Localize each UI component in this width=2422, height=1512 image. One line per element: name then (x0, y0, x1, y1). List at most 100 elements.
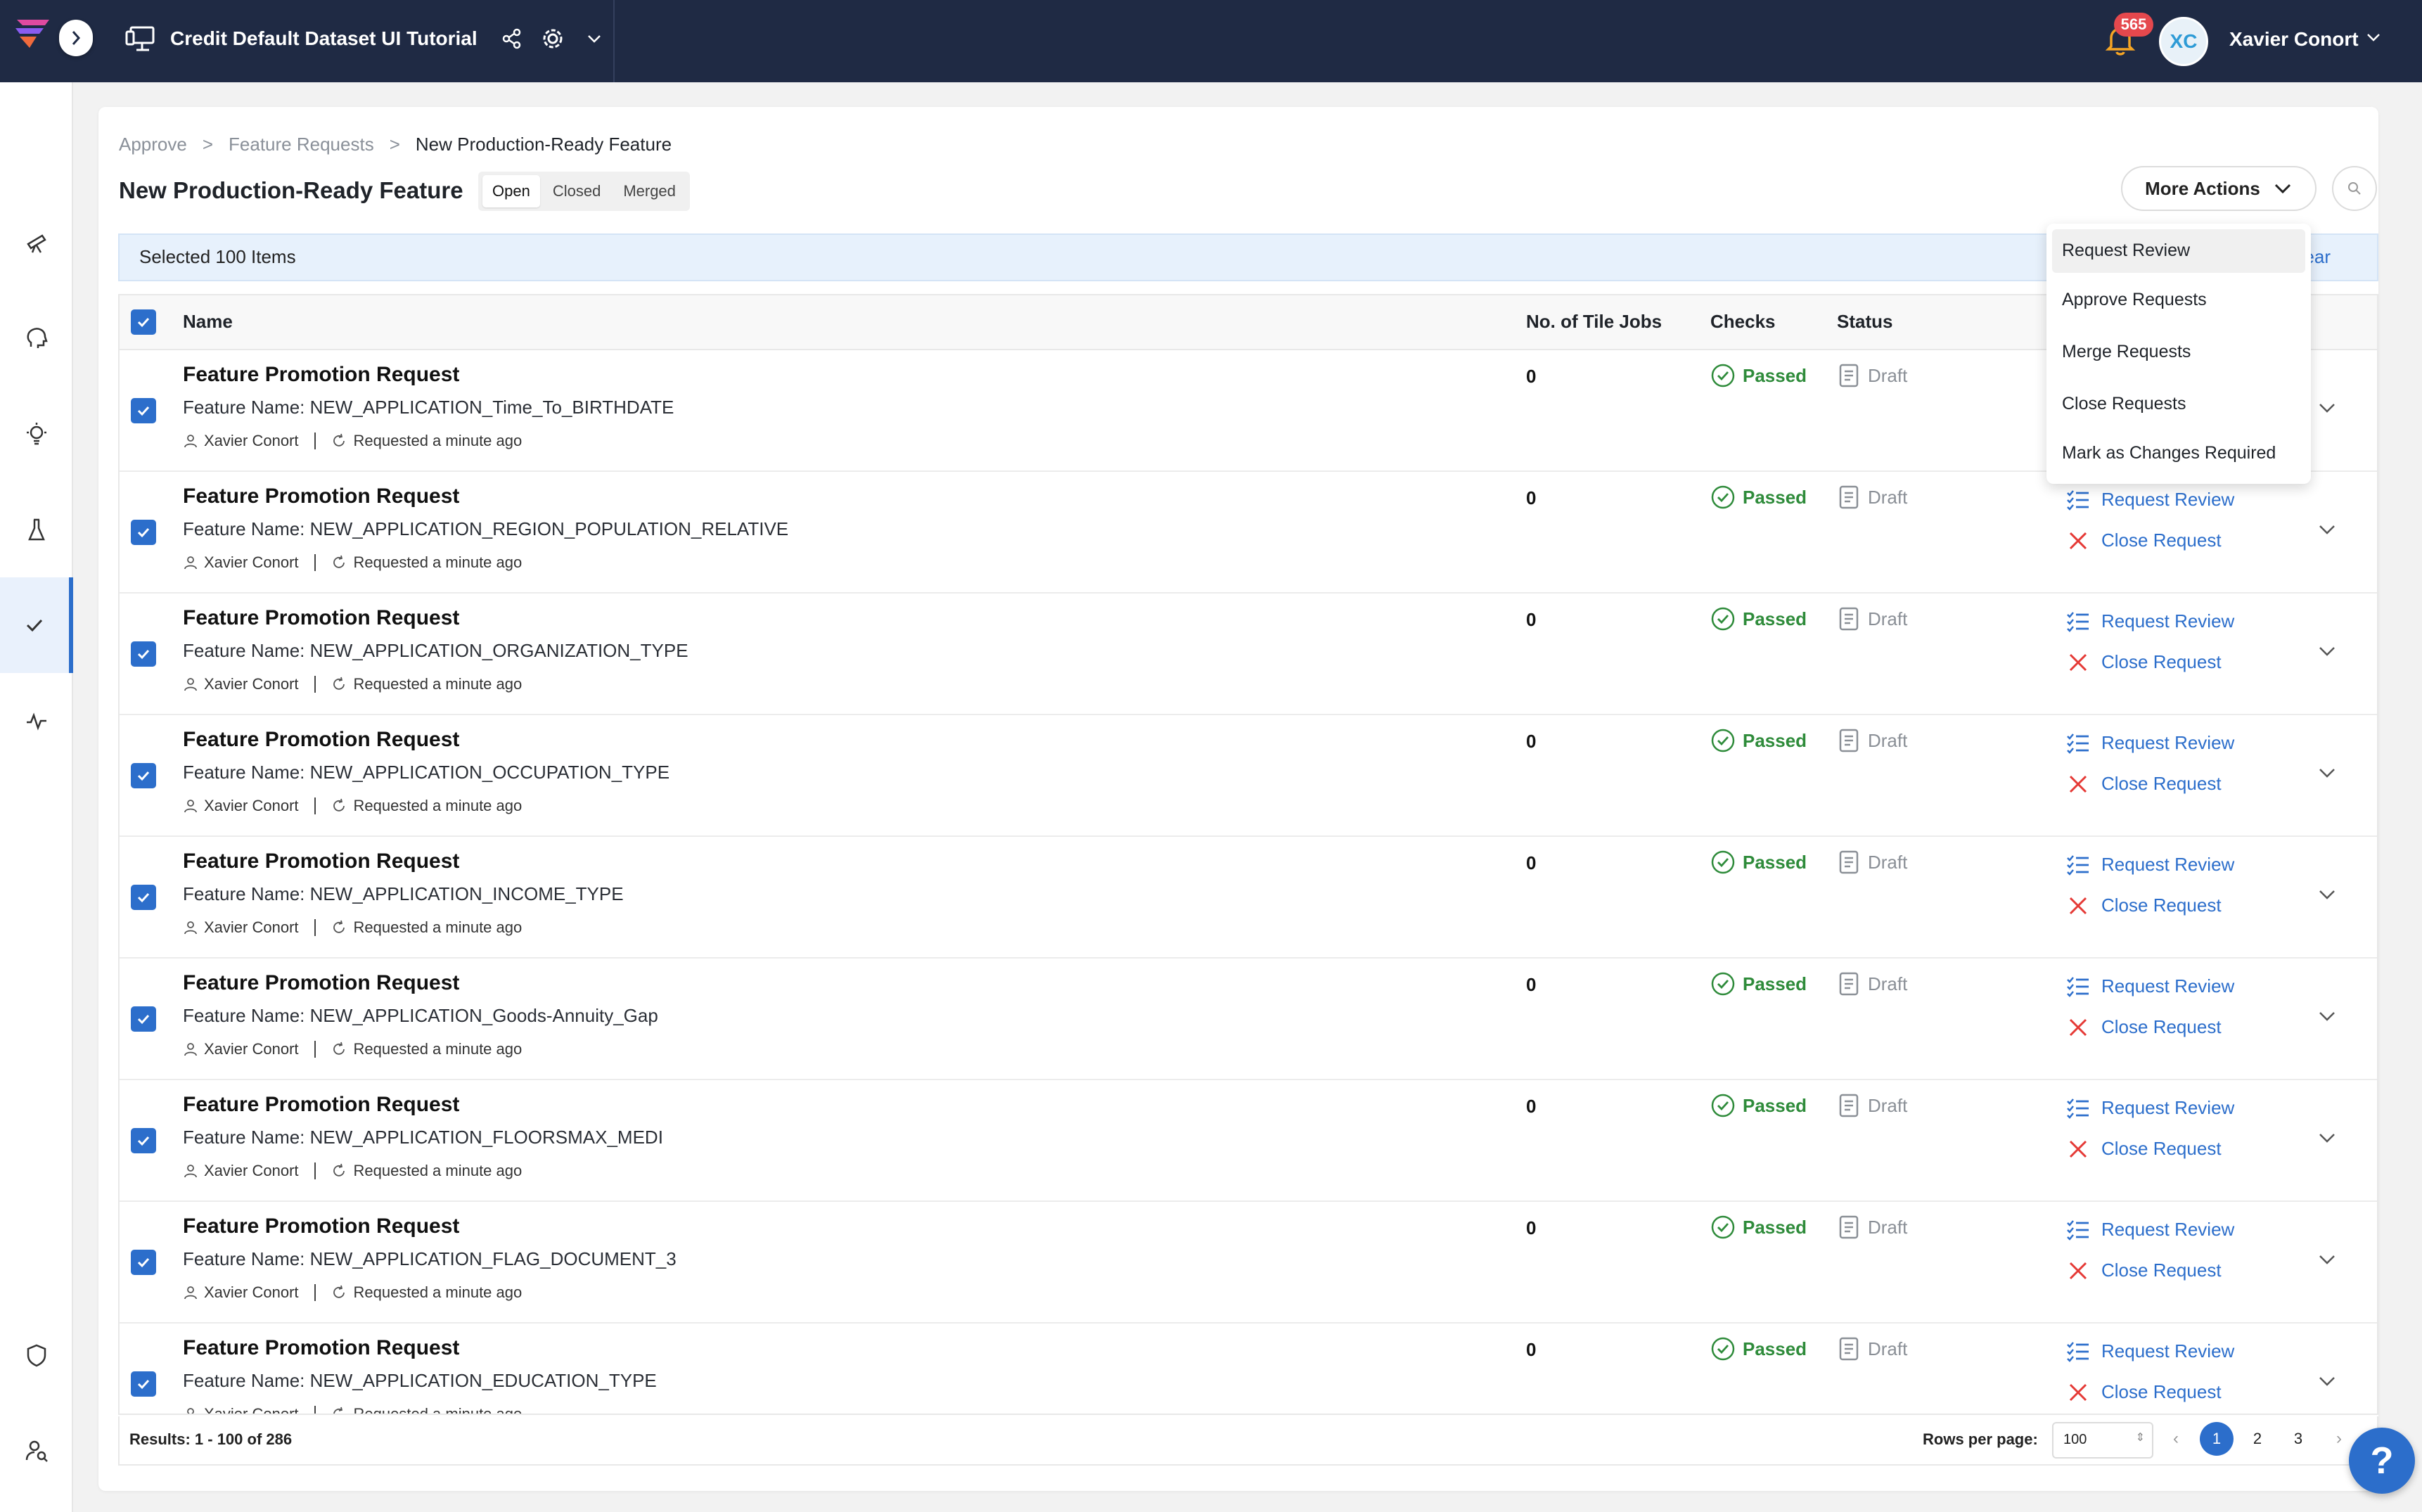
project-selector[interactable]: Credit Default Dataset UI Tutorial (125, 21, 603, 56)
row-checkbox[interactable] (131, 1250, 156, 1275)
table-row[interactable]: Feature Promotion Request Feature Name: … (120, 594, 2377, 715)
breadcrumb-feature-requests[interactable]: Feature Requests (229, 134, 374, 155)
row-checkbox[interactable] (131, 1371, 156, 1397)
search-button[interactable] (2332, 166, 2377, 211)
checks-status: Passed (1710, 1093, 1807, 1118)
avatar[interactable]: XC (2159, 17, 2208, 66)
column-name[interactable]: Name (183, 311, 233, 332)
expand-row-icon[interactable] (2317, 766, 2338, 780)
close-request-button[interactable]: Close Request (2066, 1381, 2222, 1403)
row-checkbox[interactable] (131, 885, 156, 910)
expand-row-icon[interactable] (2317, 1131, 2338, 1145)
rows-per-page-value: 100 (2063, 1432, 2087, 1447)
table-row[interactable]: Feature Promotion Request Feature Name: … (120, 472, 2377, 594)
tab-open[interactable]: Open (482, 175, 540, 207)
table-row[interactable]: Feature Promotion Request Feature Name: … (120, 350, 2377, 472)
request-review-button[interactable]: Request Review (2066, 975, 2234, 997)
request-title[interactable]: Feature Promotion Request (183, 1215, 460, 1238)
expand-row-icon[interactable] (2317, 1374, 2338, 1388)
request-title[interactable]: Feature Promotion Request (183, 850, 460, 873)
menu-item-close-requests[interactable]: Close Requests (2062, 394, 2186, 414)
breadcrumb-approve[interactable]: Approve (119, 134, 187, 155)
close-request-label: Close Request (2101, 895, 2222, 916)
request-review-button[interactable]: Request Review (2066, 732, 2234, 754)
help-button[interactable]: ? (2349, 1428, 2415, 1494)
row-checkbox[interactable] (131, 1128, 156, 1153)
menu-item-approve-requests[interactable]: Approve Requests (2062, 290, 2207, 309)
table-row[interactable]: Feature Promotion Request Feature Name: … (120, 959, 2377, 1080)
sidebar-item-approve[interactable] (0, 577, 73, 673)
sidebar-item-governance[interactable] (0, 1307, 73, 1403)
tab-merged[interactable]: Merged (623, 182, 676, 200)
request-title[interactable]: Feature Promotion Request (183, 971, 460, 994)
table-row[interactable]: Feature Promotion Request Feature Name: … (120, 715, 2377, 837)
prev-page-icon[interactable]: ‹ (2173, 1429, 2179, 1448)
request-title[interactable]: Feature Promotion Request (183, 606, 460, 629)
request-title[interactable]: Feature Promotion Request (183, 485, 460, 508)
chevron-down-icon[interactable] (586, 33, 603, 44)
table-row[interactable]: Feature Promotion Request Feature Name: … (120, 1324, 2377, 1414)
menu-item-merge-requests[interactable]: Merge Requests (2062, 342, 2191, 361)
close-request-button[interactable]: Close Request (2066, 895, 2222, 916)
page-3-button[interactable]: 3 (2293, 1430, 2303, 1447)
request-review-button[interactable]: Request Review (2066, 854, 2234, 876)
row-checkbox[interactable] (131, 520, 156, 545)
table-row[interactable]: Feature Promotion Request Feature Name: … (120, 1080, 2377, 1202)
request-title[interactable]: Feature Promotion Request (183, 728, 460, 751)
table-row[interactable]: Feature Promotion Request Feature Name: … (120, 1202, 2377, 1324)
page-2-button[interactable]: 2 (2253, 1430, 2262, 1447)
request-title[interactable]: Feature Promotion Request (183, 1093, 460, 1116)
request-title[interactable]: Feature Promotion Request (183, 363, 460, 386)
menu-item-request-review[interactable]: Request Review (2052, 229, 2305, 273)
app-logo-icon[interactable] (13, 15, 59, 52)
request-review-button[interactable]: Request Review (2066, 610, 2234, 632)
page-1-button[interactable]: 1 (2200, 1422, 2234, 1456)
column-checks[interactable]: Checks (1710, 311, 1776, 332)
sidebar-item-model[interactable] (0, 290, 73, 386)
more-actions-button[interactable]: More Actions (2121, 166, 2317, 211)
request-review-button[interactable]: Request Review (2066, 489, 2234, 511)
expand-row-icon[interactable] (2317, 1009, 2338, 1023)
close-request-button[interactable]: Close Request (2066, 530, 2222, 551)
row-checkbox[interactable] (131, 763, 156, 788)
close-request-button[interactable]: Close Request (2066, 651, 2222, 673)
row-checkbox[interactable] (131, 641, 156, 667)
close-request-button[interactable]: Close Request (2066, 1138, 2222, 1160)
sidebar-item-experiment[interactable] (0, 482, 73, 577)
request-review-button[interactable]: Request Review (2066, 1219, 2234, 1241)
list-check-icon (2067, 489, 2089, 511)
gear-icon[interactable] (541, 27, 565, 51)
menu-item-mark-changes-required[interactable]: Mark as Changes Required (2062, 443, 2276, 463)
tab-closed[interactable]: Closed (552, 182, 601, 200)
request-review-button[interactable]: Request Review (2066, 1340, 2234, 1362)
share-icon[interactable] (501, 28, 523, 49)
close-request-button[interactable]: Close Request (2066, 1016, 2222, 1038)
feature-name: Feature Name: NEW_APPLICATION_FLAG_DOCUM… (183, 1248, 677, 1269)
user-search-icon (25, 1440, 48, 1462)
close-request-button[interactable]: Close Request (2066, 773, 2222, 795)
expand-sidebar-button[interactable] (59, 20, 93, 56)
rows-per-page-select[interactable]: 100 ⇕ (2052, 1422, 2153, 1459)
sidebar-item-user-search[interactable] (0, 1403, 73, 1499)
row-checkbox[interactable] (131, 1006, 156, 1032)
row-checkbox[interactable] (131, 398, 156, 423)
request-title[interactable]: Feature Promotion Request (183, 1336, 460, 1359)
column-status[interactable]: Status (1837, 311, 1893, 332)
expand-row-icon[interactable] (2317, 1252, 2338, 1267)
next-page-icon[interactable]: › (2336, 1429, 2342, 1448)
expand-row-icon[interactable] (2317, 644, 2338, 658)
select-all-checkbox[interactable] (131, 309, 156, 335)
sidebar-item-discover[interactable] (0, 195, 73, 290)
request-meta: Xavier Conort Requested a minute ago (183, 432, 522, 450)
close-request-button[interactable]: Close Request (2066, 1260, 2222, 1281)
chevron-down-icon[interactable] (2364, 31, 2383, 44)
table-row[interactable]: Feature Promotion Request Feature Name: … (120, 837, 2377, 959)
sidebar-item-monitor[interactable] (0, 673, 73, 769)
expand-row-icon[interactable] (2317, 523, 2338, 537)
user-name[interactable]: Xavier Conort (2229, 28, 2359, 50)
sidebar-item-ideate[interactable] (0, 386, 73, 482)
column-tile-jobs[interactable]: No. of Tile Jobs (1526, 311, 1662, 332)
expand-row-icon[interactable] (2317, 888, 2338, 902)
expand-row-icon[interactable] (2317, 401, 2338, 415)
request-review-button[interactable]: Request Review (2066, 1097, 2234, 1119)
